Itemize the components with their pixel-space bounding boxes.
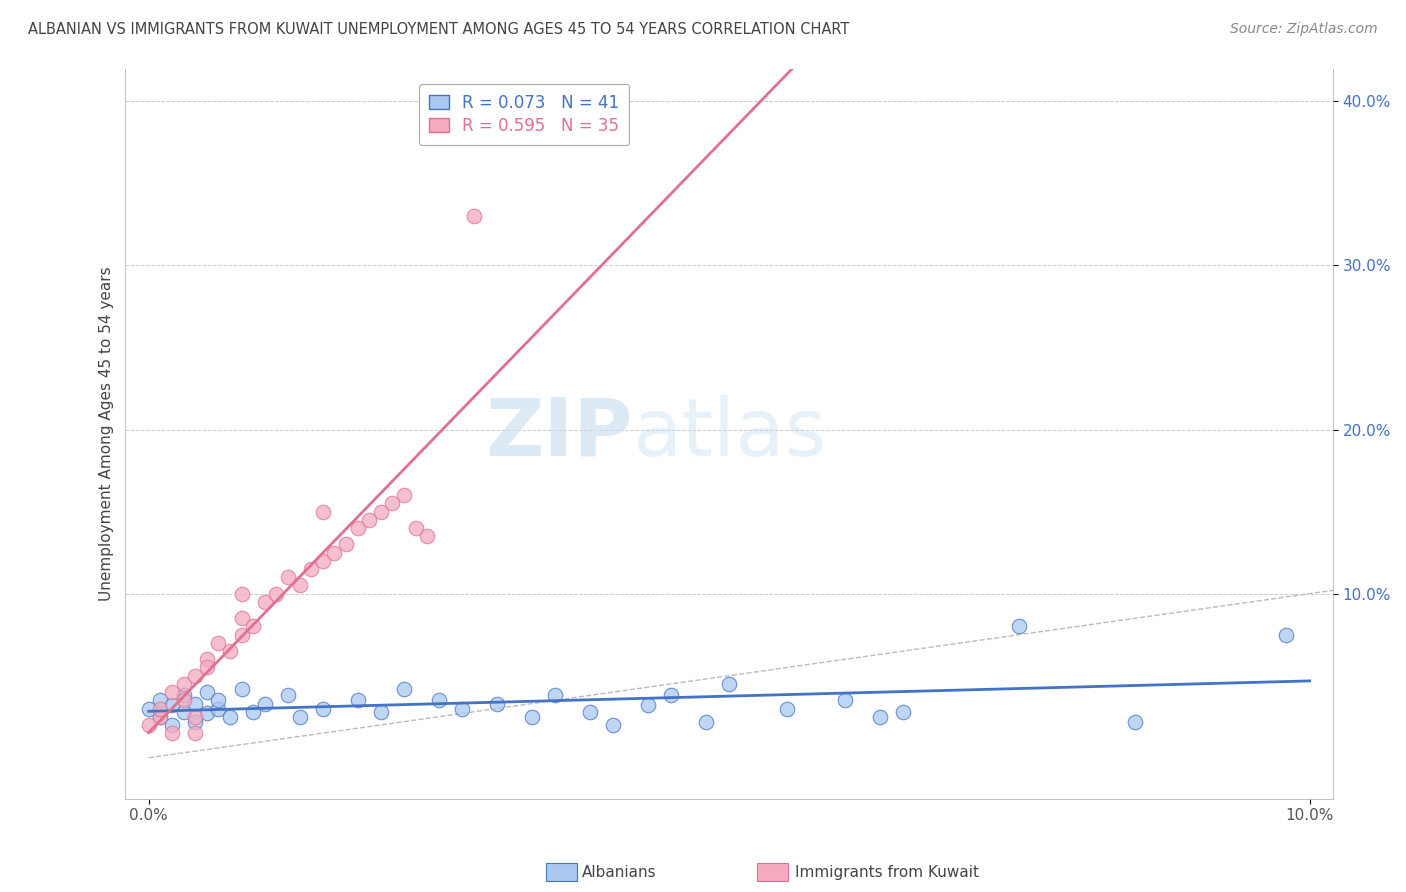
Point [173,693,195,707]
Point [253,595,276,609]
Point [1125,714,1147,729]
Text: Albanians: Albanians [582,865,657,880]
Point [659,689,682,703]
Point [160,726,183,740]
Point [160,685,183,699]
Text: Source: ZipAtlas.com: Source: ZipAtlas.com [1230,22,1378,37]
Point [312,505,335,519]
Point [207,636,229,650]
Point [323,546,346,560]
Point [173,705,195,719]
Point [359,513,381,527]
Point [184,709,207,723]
Point [544,689,567,703]
Point [392,681,415,696]
Point [1275,628,1298,642]
Point [370,705,392,719]
Point [335,537,357,551]
Point [219,709,242,723]
Point [138,718,160,732]
Point [869,709,891,723]
Point [231,628,253,642]
Point [312,701,335,715]
Point [149,693,172,707]
Y-axis label: Unemployment Among Ages 45 to 54 years: Unemployment Among Ages 45 to 54 years [100,267,114,601]
Point [184,697,207,711]
Point [195,706,218,721]
Point [195,660,218,674]
Point [253,697,276,711]
Point [288,578,311,592]
Point [195,685,218,699]
Point [776,701,799,715]
Point [207,693,229,707]
Point [173,689,195,703]
Point [207,701,229,715]
Point [299,562,322,576]
Point [834,693,856,707]
Point [149,709,172,723]
Point [381,496,404,510]
Point [346,693,368,707]
Text: Immigrants from Kuwait: Immigrants from Kuwait [796,865,979,880]
Point [173,677,195,691]
Point [485,697,508,711]
Point [427,693,450,707]
Text: ZIP: ZIP [485,394,633,473]
Point [370,505,392,519]
Point [637,698,659,713]
Point [219,644,242,658]
Text: atlas: atlas [633,394,827,473]
Point [184,714,207,729]
Point [149,709,172,723]
Point [602,718,624,732]
Point [392,488,415,502]
Point [416,529,439,543]
Point [891,705,914,719]
Point [718,677,741,691]
Point [231,611,253,625]
Point [266,587,288,601]
Point [184,726,207,740]
Point [149,701,172,715]
Text: ALBANIAN VS IMMIGRANTS FROM KUWAIT UNEMPLOYMENT AMONG AGES 45 TO 54 YEARS CORREL: ALBANIAN VS IMMIGRANTS FROM KUWAIT UNEMP… [28,22,849,37]
Point [463,209,485,223]
Point [277,689,299,703]
Point [138,701,160,715]
Point [184,668,207,682]
Point [288,709,311,723]
Point [520,709,543,723]
Point [695,714,717,729]
Point [405,521,427,535]
Point [277,570,299,584]
Point [1008,619,1031,633]
Point [160,718,183,732]
Point [242,705,264,719]
Point [231,681,253,696]
Point [451,701,474,715]
Point [579,705,602,719]
Point [160,698,183,713]
Point [195,652,218,666]
Point [346,521,368,535]
Legend: R = 0.073   N = 41, R = 0.595   N = 35: R = 0.073 N = 41, R = 0.595 N = 35 [419,84,628,145]
Point [312,554,335,568]
Point [242,619,264,633]
Point [231,587,253,601]
